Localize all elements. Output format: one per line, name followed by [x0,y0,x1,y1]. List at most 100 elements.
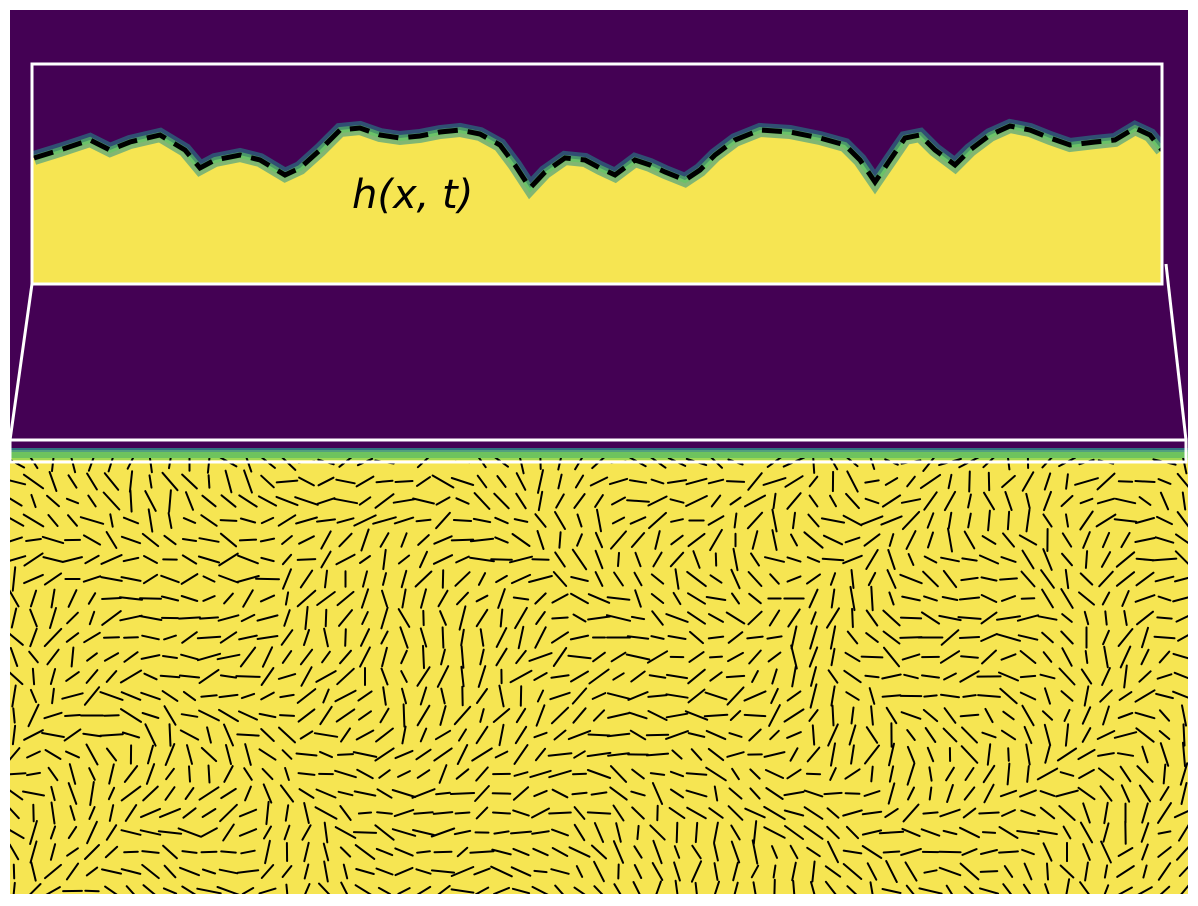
director-rod [50,801,56,825]
director-rod [1115,551,1136,568]
director-rod [88,806,96,820]
director-rod [1136,765,1154,783]
director-rod [437,589,449,608]
director-rod [606,596,631,601]
director-rod [1095,513,1117,528]
director-rod [65,750,80,759]
director-rod [360,528,370,552]
director-rod [44,863,62,880]
director-rod [748,728,762,742]
director-rod [920,611,941,625]
director-rod [10,843,20,861]
director-rod [88,610,96,626]
director-rod [105,670,118,683]
director-rod [744,807,766,819]
director-rod [996,615,1021,621]
director-rod [339,846,352,858]
director-rod [940,556,960,563]
director-rod [1157,830,1172,835]
director-rod [631,806,645,820]
director-rod [241,887,255,894]
director-rod [882,850,901,854]
director-rod [141,863,160,880]
director-rod [732,861,739,882]
director-rod [400,532,408,548]
director-rod [498,723,505,747]
director-rod [298,535,315,545]
director-rod [219,532,238,548]
director-rod [440,687,446,705]
director-rod [375,847,394,857]
director-rod [987,509,991,532]
director-rod [573,806,586,820]
director-rod [850,569,855,589]
director-rod [942,829,958,836]
director-rod [1022,883,1032,894]
director-rod [534,513,547,528]
director-rod [573,886,586,894]
director-rod [533,789,548,798]
director-rod [50,785,56,802]
director-rod [591,692,607,700]
director-rod [947,473,953,490]
director-rod [339,649,352,665]
director-rod [200,827,218,838]
director-rod [666,479,688,484]
director-rod [870,765,874,783]
director-rod [615,822,622,843]
director-rod [510,866,532,877]
director-rod [1043,490,1052,512]
director-rod [846,885,858,894]
director-rod [469,537,495,543]
director-rod [1016,830,1040,835]
director-rod [449,792,476,795]
director-rod [196,635,222,640]
director-rod [1061,647,1073,667]
director-rod [296,558,317,561]
director-rod [456,744,469,765]
director-rod [219,674,238,679]
director-rod [981,831,997,834]
director-rod [1102,705,1110,726]
director-rod [10,589,20,608]
director-rod [1141,802,1149,824]
director-rod [361,611,369,625]
zoom-inset-frame [30,62,1164,286]
director-rod [665,673,689,680]
director-rod [1041,631,1054,644]
director-rod [285,883,289,894]
director-rod [399,626,409,649]
director-rod [550,868,570,875]
director-rod [279,693,295,699]
director-rod [103,472,120,491]
director-rod [42,556,64,563]
director-rod [586,811,612,815]
director-rod [1006,762,1011,786]
director-rod [550,706,570,725]
director-rod [1079,572,1094,586]
director-rod [980,594,998,603]
director-rod [629,729,647,741]
director-rod [610,651,627,663]
director-rod [1159,885,1171,894]
director-rod [751,530,759,550]
director-rod [725,611,746,625]
director-rod [22,790,45,797]
director-rod [1097,767,1115,781]
director-rod [319,705,333,726]
director-rod [732,547,739,572]
director-rod [687,532,706,548]
director-rod [284,591,290,606]
director-rod [1065,513,1069,528]
director-rod [928,786,933,801]
director-rod [1176,846,1188,861]
director-rod [143,555,158,564]
director-rod [1141,626,1149,649]
director-rod [810,611,817,625]
director-rod [650,635,665,640]
director-rod [118,596,144,601]
director-rod [515,492,527,510]
director-rod [743,690,767,702]
director-rod [497,588,506,609]
director-rod [496,475,507,488]
